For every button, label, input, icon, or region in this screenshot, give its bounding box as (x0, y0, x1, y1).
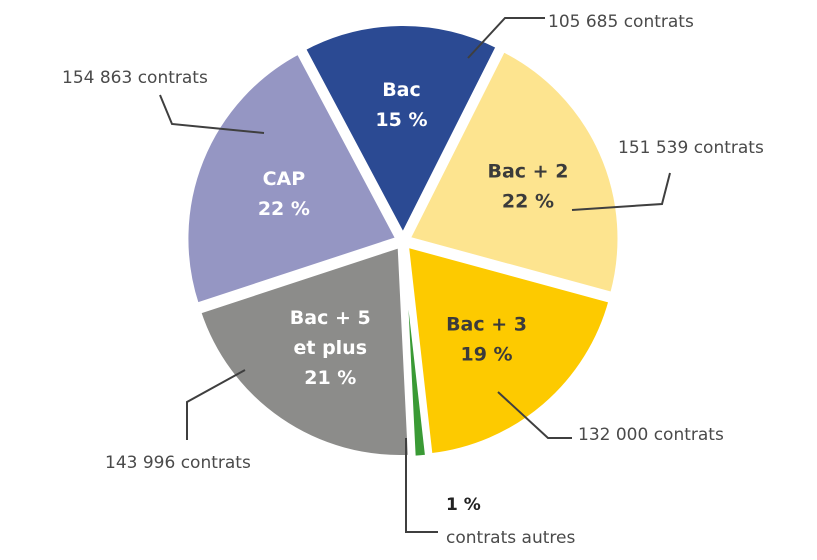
slice-label-4-line-1: et plus (293, 337, 367, 359)
slice-labels: Bac 15 % Bac + 2 22 % Bac + 3 19 % Bac + 5 et p… (258, 79, 569, 389)
count-label-bac5: 143 996 contrats (105, 453, 251, 473)
slice-label-0-line-0: Bac (382, 79, 421, 101)
count-label-cap: 154 863 contrats (62, 68, 208, 88)
count-label-bac3: 132 000 contrats (578, 425, 724, 445)
count-label-bac2: 151 539 contrats (618, 138, 764, 158)
count-labels: 105 685 contrats 151 539 contrats 132 00… (62, 12, 764, 548)
slice-label-5-line-0: CAP (263, 168, 306, 190)
pie-slice-cap (184, 49, 401, 308)
other-contracts-label: contrats autres (446, 528, 575, 548)
leader-lines (159, 17, 671, 533)
slice-label-0-line-1: 15 % (375, 109, 427, 131)
pie-slices (184, 22, 622, 460)
leader-line-3 (186, 369, 246, 440)
slice-label-4-line-2: 21 % (304, 367, 356, 389)
pie-slice-bac (301, 22, 501, 240)
pie-slice-bac-5-et-plus (196, 243, 412, 459)
slice-label-4-line-0: Bac + 5 (290, 307, 371, 329)
leader-line-0 (467, 17, 545, 59)
leader-line-5 (405, 438, 438, 533)
slice-label-1-line-0: Bac + 2 (487, 160, 568, 182)
other-percent-label: 1 % (446, 495, 481, 515)
slice-label-5-line-1: 22 % (258, 198, 310, 220)
pie-slice-bac-2 (405, 47, 622, 297)
slice-label-2-line-0: Bac + 3 (446, 313, 527, 335)
leader-line-2 (497, 391, 572, 439)
slice-label-2-line-1: 19 % (461, 343, 513, 365)
leader-line-4 (159, 94, 265, 134)
count-label-bac: 105 685 contrats (548, 12, 694, 32)
pie-slice-contrats-autres (401, 246, 430, 460)
slice-label-1-line-1: 22 % (502, 190, 554, 212)
pie-slice-bac-3 (404, 242, 613, 458)
leader-line-1 (571, 172, 671, 211)
